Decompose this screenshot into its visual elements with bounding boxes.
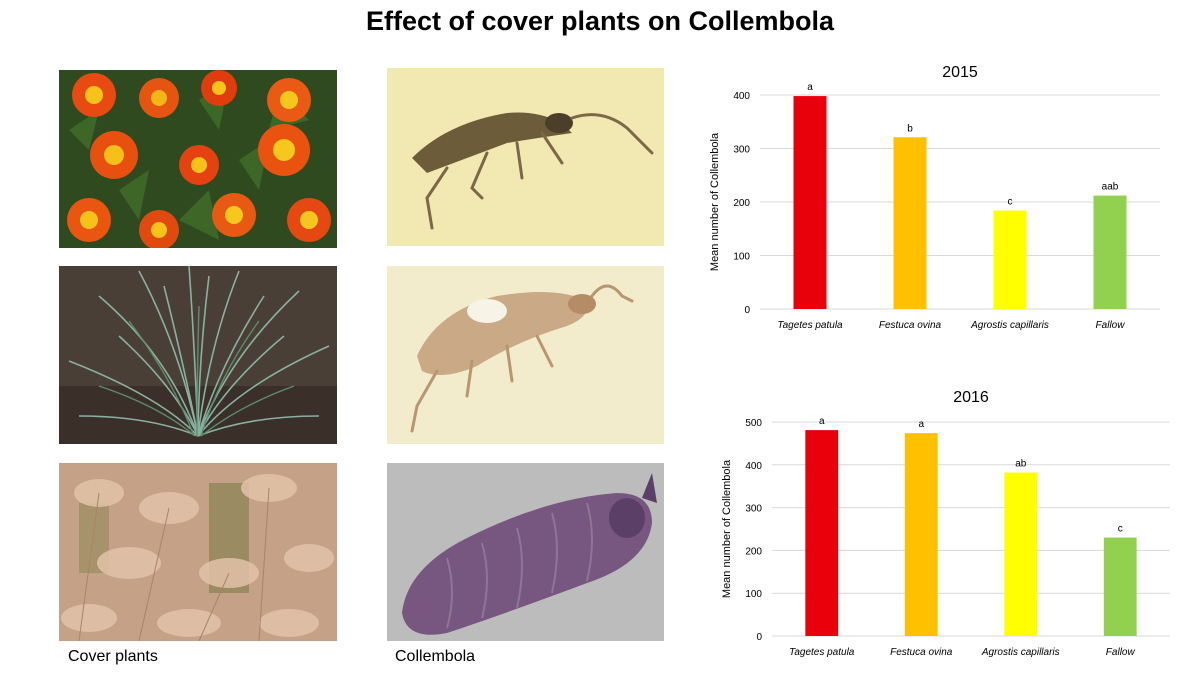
bar [893,137,927,309]
y-tick-label: 400 [745,461,762,472]
caption-collembola: Collembola [395,648,476,665]
y-tick-label: 200 [745,546,762,557]
significance-label: a [807,82,813,93]
significance-label: c [1118,524,1123,535]
bar [1103,537,1137,636]
grass-field-photo [59,463,337,641]
springtail-photo-1 [387,68,664,246]
y-tick-label: 300 [745,504,762,515]
springtail-photo-2 [387,266,664,444]
y-axis-label: Mean number of Collembola [721,459,733,598]
significance-label: c [1008,197,1013,208]
y-tick-label: 0 [744,305,750,316]
x-tick-label: Tagetes patula [789,647,855,658]
y-axis-label: Mean number of Collembola [709,132,721,271]
bar [1004,472,1038,636]
bar [1093,195,1127,309]
bar [904,433,938,636]
y-tick-label: 400 [733,91,750,102]
springtail-photo-3 [387,463,664,641]
significance-label: ab [1015,459,1027,470]
significance-label: aab [1102,182,1119,193]
bar [793,96,827,309]
bar [993,210,1027,309]
y-tick-label: 200 [733,198,750,209]
significance-label: b [907,123,913,134]
significance-label: a [819,416,825,427]
chart-2015: 2015 Mean number of Collembola 0 100 200 300 4… [709,64,1160,331]
y-tick-label: 0 [756,632,762,643]
x-tick-label: Agrostis capillaris [970,320,1049,331]
x-tick-label: Fallow [1096,320,1126,331]
x-tick-label: Festuca ovina [890,647,953,658]
chart-2016: 2016 Mean number of Collembola 0 100 200 300 4… [721,389,1170,658]
x-tick-label: Agrostis capillaris [981,647,1060,658]
marigold-photo [59,70,337,248]
caption-cover-plants: Cover plants [68,648,158,665]
significance-label: a [918,419,924,430]
x-tick-label: Tagetes patula [777,320,843,331]
chart-title: 2015 [942,64,978,81]
page-title: Effect of cover plants on Collembola [365,6,835,36]
y-tick-label: 100 [745,589,762,600]
y-tick-label: 300 [733,145,750,156]
y-tick-label: 100 [733,252,750,263]
bar [805,430,839,636]
grass-tuft-photo [59,266,337,444]
y-tick-label: 500 [745,418,762,429]
x-tick-label: Festuca ovina [879,320,942,331]
chart-title: 2016 [953,389,989,406]
x-tick-label: Fallow [1106,647,1136,658]
